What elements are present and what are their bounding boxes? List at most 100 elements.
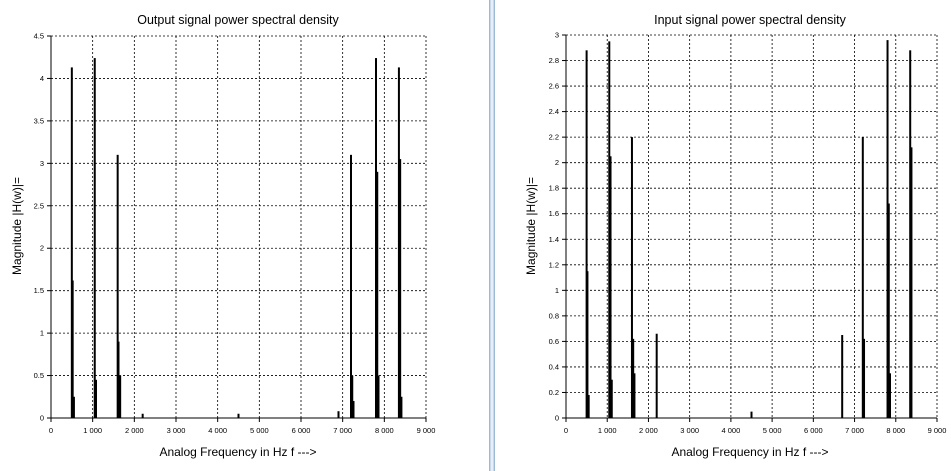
output-psd-bar [93, 58, 96, 419]
output-psd-x-tick-label: 7 000 [333, 426, 352, 435]
output-psd-chart: Output signal power spectral density Ana… [10, 13, 435, 459]
input-psd-x-tick-label: 5 000 [763, 426, 782, 435]
input-psd-y-tick-label: 1.8 [549, 184, 559, 193]
output-psd-bar [375, 58, 377, 419]
output-psd-y-tick-label: 4.5 [34, 32, 44, 41]
input-psd-x-tick-label: 6 000 [804, 426, 823, 435]
output-psd-x-tick-label: 0 [49, 426, 53, 435]
input-psd-chart: Input signal power spectral density Anal… [524, 13, 946, 459]
input-psd-bar [909, 50, 912, 418]
output-psd-bar [95, 379, 97, 418]
input-psd-x-tick-label: 8 000 [886, 426, 905, 435]
input-psd-x-tick-label: 4 000 [721, 426, 740, 435]
input-psd-bar [841, 335, 844, 418]
output-psd-ylabel: Magnitude |H(w)|= [10, 177, 24, 275]
output-psd-x-tick-label: 6 000 [292, 426, 311, 435]
input-psd-bar [889, 373, 892, 418]
output-psd-y-tick-label: 0 [40, 414, 44, 423]
output-psd-bar [400, 396, 403, 418]
input-psd-bar [633, 373, 636, 418]
input-psd-ticks: 0 1 000 2 000 3 000 4 000 5 000 6 000 7 000 8 00… [549, 31, 947, 436]
splitter-grip [491, 0, 493, 471]
output-psd-y-tick-label: 2.5 [34, 201, 44, 210]
input-psd-y-tick-label: 0.8 [549, 311, 559, 320]
input-psd-title: Input signal power spectral density [654, 13, 847, 27]
output-psd-grid [51, 35, 427, 418]
output-psd-bar [337, 411, 340, 418]
output-psd-bar [71, 280, 74, 418]
pane-splitter[interactable] [489, 0, 495, 471]
output-psd-bar [376, 171, 379, 418]
output-psd-bar [237, 413, 240, 418]
output-psd-x-tick-label: 5 000 [250, 426, 269, 435]
output-psd-x-tick-label: 9 000 [417, 426, 436, 435]
output-psd-y-tick-label: 1.5 [34, 286, 44, 295]
output-psd-xlabel: Analog Frequency in Hz f ---> [159, 445, 316, 459]
input-psd-bar [586, 271, 589, 418]
input-psd-y-tick-label: 0.6 [549, 337, 559, 346]
input-psd-x-tick-label: 3 000 [680, 426, 699, 435]
input-psd-bar [585, 50, 588, 418]
input-psd-xlabel: Analog Frequency in Hz f ---> [671, 445, 828, 459]
output-psd-x-tick-label: 3 000 [167, 426, 186, 435]
input-psd-y-tick-label: 3 [555, 31, 559, 40]
input-psd-y-tick-label: 2.8 [549, 56, 559, 65]
output-psd-bar [119, 375, 122, 418]
input-psd-y-tick-label: 1 [555, 286, 559, 295]
input-psd-x-tick-label: 7 000 [845, 426, 864, 435]
input-psd-y-tick-label: 1.2 [549, 260, 559, 269]
input-psd-bar [632, 338, 635, 418]
output-psd-title: Output signal power spectral density [137, 13, 339, 27]
input-psd-bar [630, 137, 633, 418]
output-psd-bar [141, 413, 144, 418]
output-psd-y-tick-label: 3 [40, 159, 44, 168]
output-psd-bar [70, 67, 73, 419]
input-psd-y-tick-label: 2.6 [549, 82, 559, 91]
input-psd-bar [610, 379, 613, 418]
input-psd-bars [585, 40, 913, 419]
input-psd-bar [910, 147, 913, 418]
input-psd-x-tick-label: 9 000 [928, 426, 947, 435]
input-psd-bar [587, 395, 590, 418]
output-psd-bar [377, 375, 380, 418]
input-psd-bar [655, 333, 658, 418]
input-psd-y-tick-label: 1.4 [549, 235, 559, 244]
output-psd-y-tick-label: 0.5 [34, 371, 44, 380]
input-psd-y-tick-label: 0 [555, 414, 559, 423]
output-psd-bar [397, 67, 400, 419]
input-psd-bar [863, 338, 866, 418]
input-psd-axes [565, 35, 937, 419]
output-psd-y-tick-label: 2 [40, 244, 44, 253]
input-psd-bar [608, 41, 611, 419]
input-psd-bar [750, 411, 753, 418]
input-psd-y-tick-label: 2.4 [549, 107, 559, 116]
output-psd-bar [116, 154, 119, 418]
input-psd-bar [861, 137, 864, 418]
output-psd-bar [350, 154, 352, 418]
output-psd-bar [352, 401, 355, 418]
input-psd-bar [887, 203, 890, 418]
input-psd-x-tick-label: 2 000 [639, 426, 658, 435]
input-psd-y-tick-label: 2.2 [549, 133, 559, 142]
input-psd-x-tick-label: 0 [564, 426, 568, 435]
input-psd-bar [609, 156, 612, 419]
output-psd-x-tick-label: 2 000 [125, 426, 144, 435]
output-psd-y-tick-label: 4 [40, 74, 44, 83]
output-psd-bar [117, 341, 120, 418]
output-psd-bar [72, 396, 75, 418]
output-psd-bar [351, 375, 354, 418]
output-psd-axes [50, 36, 426, 419]
output-psd-x-tick-label: 1 000 [83, 426, 102, 435]
output-psd-y-tick-label: 3.5 [34, 116, 44, 125]
input-psd-ylabel: Magnitude |H(w)|= [524, 177, 538, 275]
output-psd-x-tick-label: 8 000 [375, 426, 394, 435]
output-psd-y-tick-label: 1 [40, 329, 44, 338]
input-psd-y-tick-label: 1.6 [549, 209, 559, 218]
output-psd-bars [70, 58, 403, 419]
output-psd-bar [399, 159, 402, 419]
input-psd-y-tick-label: 0.2 [549, 388, 559, 397]
input-psd-y-tick-label: 2 [555, 158, 559, 167]
output-psd-ticks: 0 1 000 2 000 3 000 4 000 5 000 6 000 7 000 8 00… [34, 32, 436, 436]
input-psd-bar [886, 40, 889, 419]
